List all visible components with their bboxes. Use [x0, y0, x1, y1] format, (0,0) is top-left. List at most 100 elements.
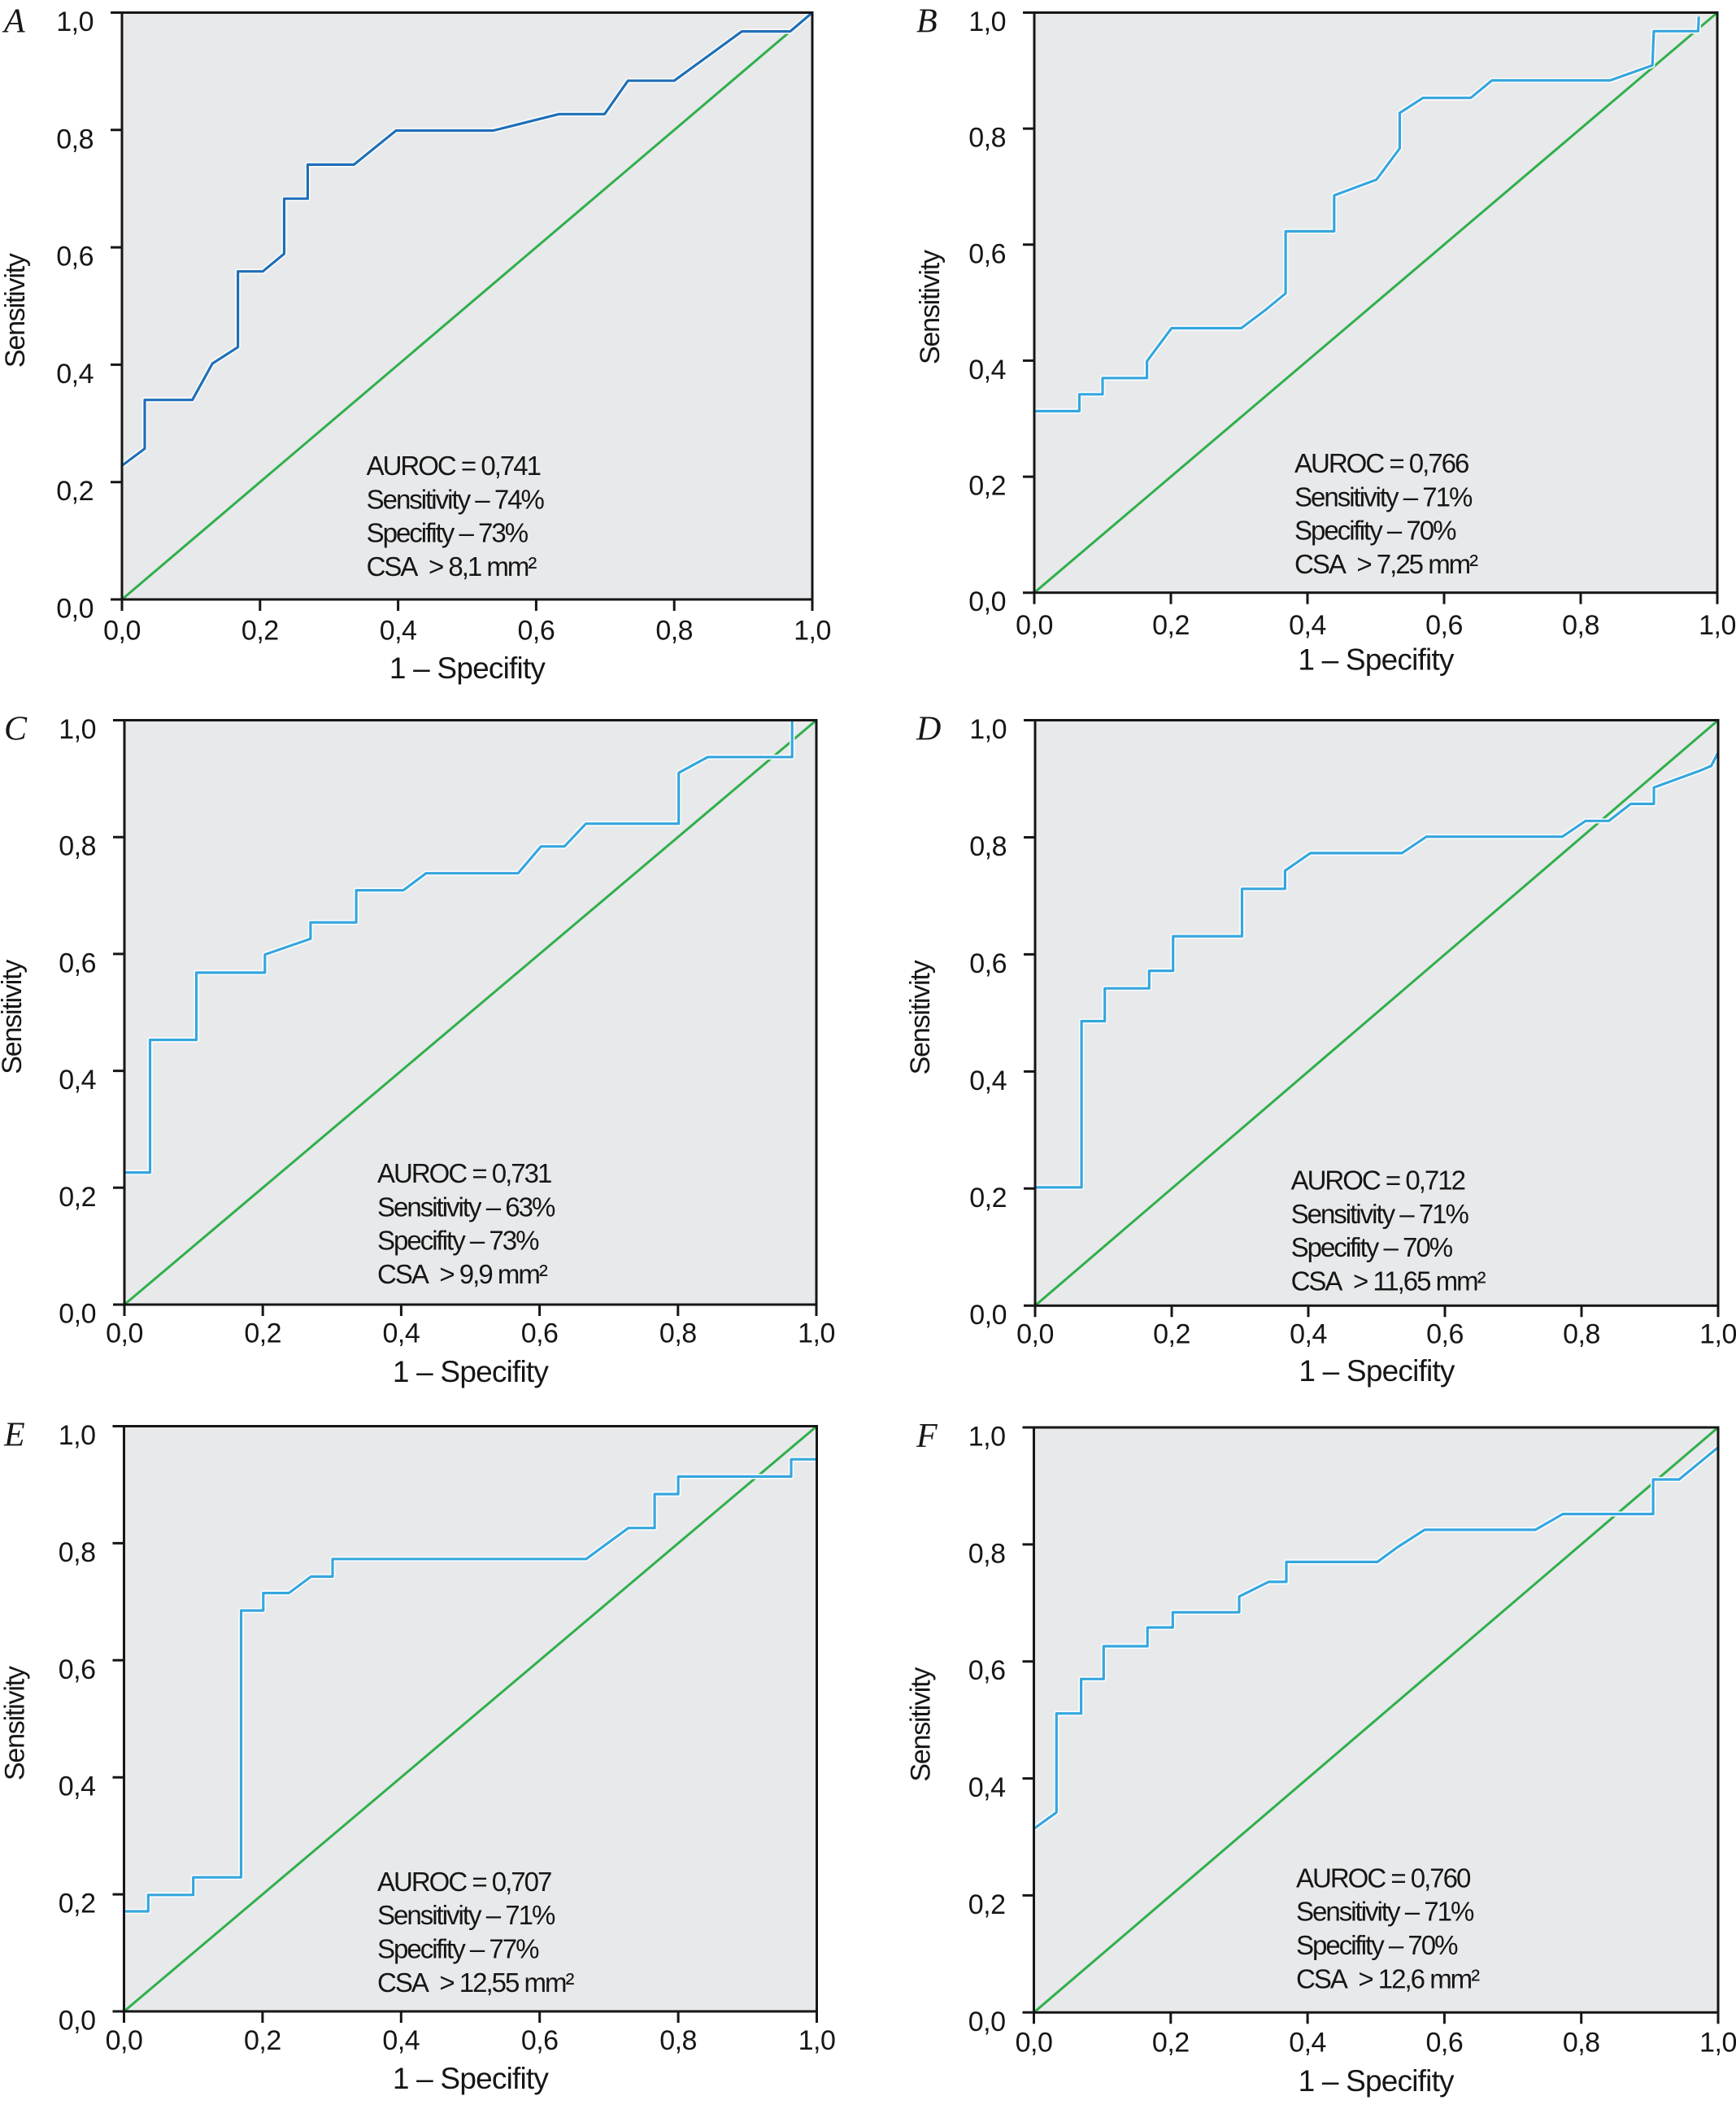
svg-text:AUROC = 0,731: AUROC = 0,731 [377, 1158, 551, 1188]
svg-text:0,8: 0,8 [968, 123, 1006, 154]
svg-text:Sensitivity – 71%: Sensitivity – 71% [1294, 481, 1473, 512]
svg-text:AUROC = 0,712: AUROC = 0,712 [1291, 1166, 1465, 1196]
svg-text:0,4: 0,4 [968, 355, 1006, 386]
svg-text:Sensitivity – 71%: Sensitivity – 71% [377, 1900, 555, 1930]
svg-text:AUROC = 0,760: AUROC = 0,760 [1296, 1863, 1471, 1893]
svg-text:1,0: 1,0 [968, 1422, 1006, 1453]
svg-text:F: F [916, 1418, 938, 1455]
svg-text:Sensitivity – 71%: Sensitivity – 71% [1291, 1199, 1469, 1229]
svg-text:1,0: 1,0 [56, 7, 94, 37]
svg-text:0,0: 0,0 [106, 2025, 143, 2056]
svg-text:Specifity – 70%: Specifity – 70% [1296, 1930, 1458, 1960]
svg-text:0,6: 0,6 [56, 242, 94, 272]
svg-text:0,4: 0,4 [1289, 2028, 1326, 2059]
svg-text:0,8: 0,8 [969, 831, 1007, 862]
svg-text:1 – Specifity: 1 – Specifity [393, 2062, 549, 2095]
svg-text:Sensitivity – 63%: Sensitivity – 63% [377, 1192, 555, 1222]
svg-text:CSA > 9,9 mm²: CSA > 9,9 mm² [377, 1259, 548, 1289]
svg-text:1,0: 1,0 [798, 2025, 836, 2056]
svg-text:Sensitivity: Sensitivity [915, 250, 946, 364]
svg-text:0,8: 0,8 [655, 615, 693, 646]
svg-text:0,4: 0,4 [1290, 1318, 1327, 1349]
svg-text:0,6: 0,6 [521, 1318, 559, 1349]
svg-text:0,8: 0,8 [659, 1318, 697, 1349]
svg-text:1,0: 1,0 [798, 1318, 835, 1349]
svg-text:0,0: 0,0 [968, 586, 1006, 617]
svg-text:0,0: 0,0 [968, 2007, 1006, 2037]
svg-text:1,0: 1,0 [1699, 1318, 1736, 1349]
svg-text:0,6: 0,6 [59, 1654, 96, 1685]
svg-text:Sensitivity – 71%: Sensitivity – 71% [1296, 1897, 1474, 1927]
svg-text:0,0: 0,0 [59, 2006, 96, 2037]
svg-text:1 – Specifity: 1 – Specifity [1298, 643, 1454, 677]
svg-text:0,2: 0,2 [59, 1889, 96, 1919]
svg-text:0,2: 0,2 [1152, 2028, 1190, 2059]
svg-text:0,4: 0,4 [968, 1772, 1006, 1803]
svg-text:0,4: 0,4 [382, 2025, 420, 2056]
svg-text:CSA > 12,55 mm²: CSA > 12,55 mm² [377, 1967, 575, 1998]
svg-text:Sensitivity: Sensitivity [0, 960, 28, 1074]
svg-text:1,0: 1,0 [968, 7, 1006, 37]
svg-text:0,8: 0,8 [1562, 610, 1599, 641]
svg-text:CSA > 7,25 mm²: CSA > 7,25 mm² [1294, 549, 1478, 579]
svg-text:0,8: 0,8 [59, 1537, 96, 1568]
svg-text:Specifity – 70%: Specifity – 70% [1294, 516, 1456, 546]
svg-text:B: B [916, 3, 938, 41]
svg-text:Sensitivity: Sensitivity [0, 1666, 31, 1780]
svg-text:Sensitivity – 74%: Sensitivity – 74% [367, 484, 545, 514]
svg-text:0,6: 0,6 [968, 1655, 1006, 1686]
svg-text:0,4: 0,4 [383, 1318, 420, 1349]
svg-text:Specifity – 77%: Specifity – 77% [377, 1934, 539, 1964]
svg-text:0,8: 0,8 [659, 2025, 697, 2056]
svg-text:AUROC = 0,707: AUROC = 0,707 [377, 1867, 551, 1897]
svg-text:0,6: 0,6 [968, 238, 1006, 269]
svg-text:C: C [4, 711, 28, 748]
svg-text:0,2: 0,2 [1153, 1318, 1190, 1349]
svg-text:0,8: 0,8 [968, 1538, 1006, 1569]
svg-text:0,0: 0,0 [106, 1318, 143, 1349]
svg-text:0,0: 0,0 [103, 615, 141, 646]
svg-text:Specifity – 70%: Specifity – 70% [1291, 1232, 1453, 1262]
svg-text:0,4: 0,4 [1289, 610, 1326, 641]
svg-text:1,0: 1,0 [969, 714, 1007, 745]
svg-text:0,2: 0,2 [56, 476, 94, 507]
svg-text:Sensitivity: Sensitivity [905, 960, 936, 1074]
svg-text:0,4: 0,4 [969, 1065, 1007, 1096]
svg-text:1 – Specifity: 1 – Specifity [393, 1355, 549, 1388]
svg-text:0,4: 0,4 [59, 1065, 96, 1096]
svg-text:0,6: 0,6 [59, 948, 96, 978]
svg-text:CSA > 8,1 mm²: CSA > 8,1 mm² [367, 551, 537, 582]
svg-text:0,4: 0,4 [59, 1771, 96, 1802]
svg-text:0,8: 0,8 [59, 831, 96, 862]
svg-text:Specifity – 73%: Specifity – 73% [377, 1226, 539, 1256]
svg-text:1,0: 1,0 [1699, 2028, 1736, 2059]
svg-text:1 – Specifity: 1 – Specifity [389, 651, 546, 685]
svg-text:0,6: 0,6 [518, 615, 555, 646]
svg-text:0,2: 0,2 [59, 1182, 96, 1213]
svg-text:0,2: 0,2 [244, 1318, 281, 1349]
svg-text:1,0: 1,0 [794, 615, 831, 646]
svg-text:0,6: 0,6 [1426, 1318, 1464, 1349]
svg-text:0,2: 0,2 [969, 1183, 1007, 1214]
svg-text:0,2: 0,2 [968, 471, 1006, 502]
svg-text:0,2: 0,2 [241, 615, 279, 646]
svg-text:0,2: 0,2 [1152, 610, 1190, 641]
svg-text:0,0: 0,0 [59, 1299, 96, 1330]
svg-text:Sensitivity: Sensitivity [906, 1667, 937, 1782]
svg-text:AUROC = 0,741: AUROC = 0,741 [367, 451, 541, 481]
svg-text:0,0: 0,0 [969, 1300, 1007, 1331]
svg-text:0,4: 0,4 [56, 359, 94, 390]
svg-text:1,0: 1,0 [1699, 610, 1736, 641]
svg-text:0,8: 0,8 [1563, 1318, 1600, 1349]
svg-text:1 – Specifity: 1 – Specifity [1299, 2064, 1455, 2098]
svg-text:0,0: 0,0 [56, 594, 94, 625]
svg-text:0,2: 0,2 [244, 2025, 281, 2056]
svg-text:1,0: 1,0 [59, 714, 96, 745]
svg-text:0,6: 0,6 [1426, 2028, 1464, 2059]
svg-text:0,6: 0,6 [1425, 610, 1463, 641]
svg-text:0,2: 0,2 [968, 1889, 1006, 1920]
svg-text:1 – Specifity: 1 – Specifity [1299, 1354, 1455, 1388]
svg-text:0,4: 0,4 [380, 615, 417, 646]
svg-text:D: D [916, 711, 941, 748]
svg-text:0,0: 0,0 [1016, 610, 1053, 641]
